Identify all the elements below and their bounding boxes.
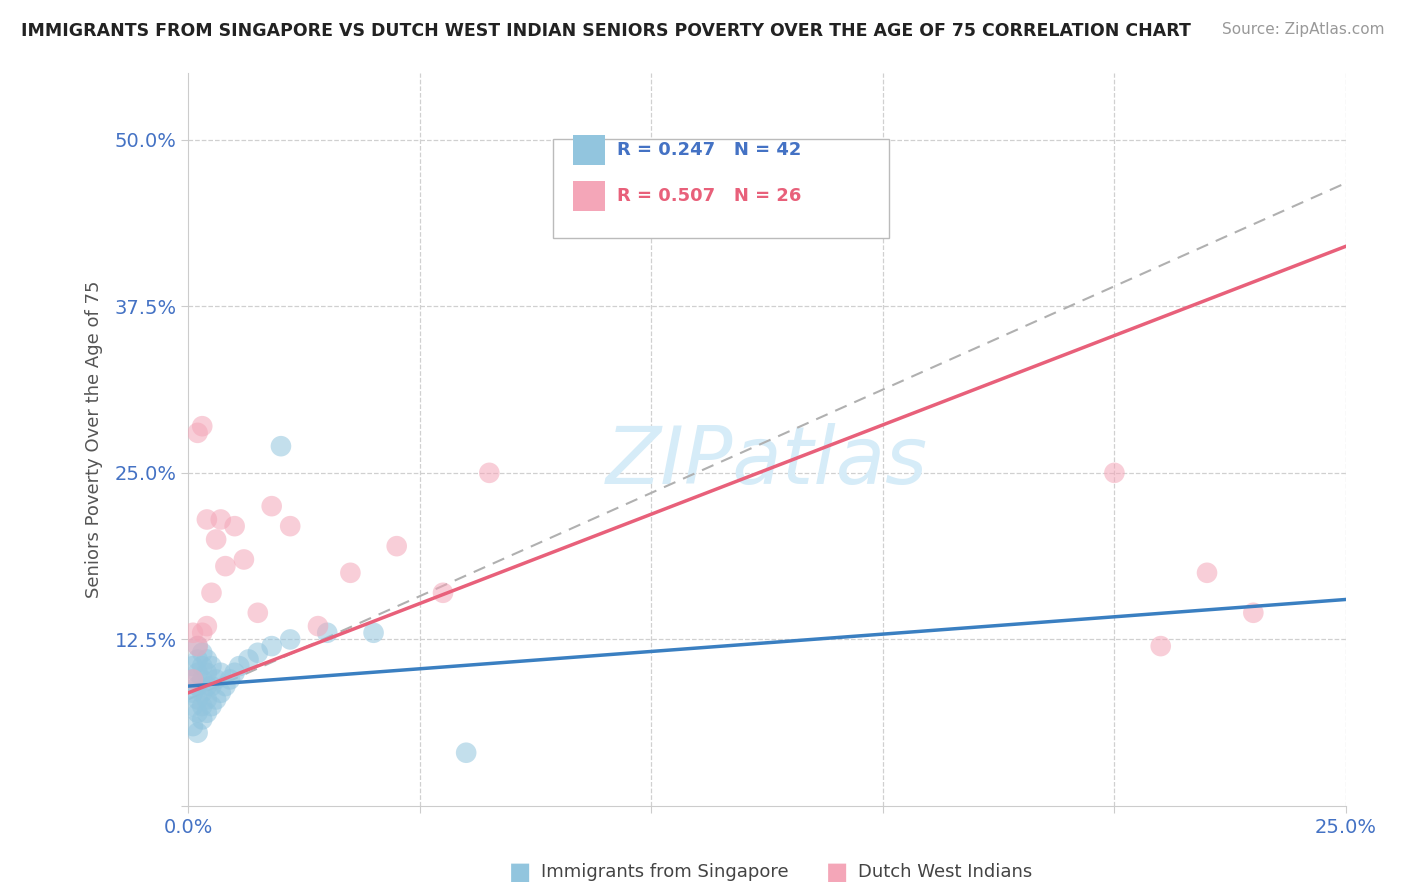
Point bbox=[181, 686, 204, 700]
Point bbox=[181, 673, 204, 687]
Point bbox=[1150, 639, 1173, 653]
Point bbox=[200, 699, 222, 714]
Point bbox=[246, 606, 269, 620]
Point bbox=[232, 552, 254, 566]
FancyBboxPatch shape bbox=[553, 139, 889, 238]
Point bbox=[200, 586, 222, 600]
Point bbox=[205, 533, 228, 547]
Point bbox=[224, 519, 246, 533]
Point bbox=[191, 699, 214, 714]
Point bbox=[191, 686, 214, 700]
Point bbox=[228, 659, 250, 673]
Point bbox=[195, 652, 218, 666]
Text: Immigrants from Singapore: Immigrants from Singapore bbox=[541, 863, 789, 881]
Point bbox=[187, 706, 209, 720]
Point bbox=[191, 625, 214, 640]
Point bbox=[316, 625, 339, 640]
Point bbox=[1104, 466, 1126, 480]
Point bbox=[1241, 606, 1264, 620]
Text: R = 0.507   N = 26: R = 0.507 N = 26 bbox=[617, 187, 801, 205]
Point bbox=[181, 673, 204, 687]
FancyBboxPatch shape bbox=[572, 136, 605, 165]
Point bbox=[195, 706, 218, 720]
Point bbox=[478, 466, 501, 480]
Point bbox=[260, 639, 283, 653]
Point bbox=[191, 673, 214, 687]
Point bbox=[181, 719, 204, 733]
Point bbox=[187, 692, 209, 706]
Point bbox=[195, 665, 218, 680]
Point bbox=[181, 659, 204, 673]
Point bbox=[187, 679, 209, 693]
Point bbox=[432, 586, 454, 600]
Point bbox=[195, 679, 218, 693]
Point bbox=[187, 425, 209, 440]
Point bbox=[456, 746, 478, 760]
Point bbox=[191, 419, 214, 434]
Text: ■: ■ bbox=[509, 861, 531, 884]
Point bbox=[195, 692, 218, 706]
Point bbox=[209, 665, 232, 680]
Point bbox=[209, 512, 232, 526]
Point bbox=[200, 679, 222, 693]
Point bbox=[270, 439, 292, 453]
Text: IMMIGRANTS FROM SINGAPORE VS DUTCH WEST INDIAN SENIORS POVERTY OVER THE AGE OF 7: IMMIGRANTS FROM SINGAPORE VS DUTCH WEST … bbox=[21, 22, 1191, 40]
Point bbox=[246, 646, 269, 660]
Point bbox=[187, 725, 209, 739]
Point bbox=[278, 519, 301, 533]
Text: ZIPatlas: ZIPatlas bbox=[606, 423, 928, 500]
Point bbox=[187, 652, 209, 666]
Point bbox=[214, 559, 236, 574]
Point bbox=[238, 652, 260, 666]
Point bbox=[187, 639, 209, 653]
Point bbox=[195, 619, 218, 633]
Point bbox=[209, 686, 232, 700]
Point bbox=[181, 699, 204, 714]
Point bbox=[205, 673, 228, 687]
Y-axis label: Seniors Poverty Over the Age of 75: Seniors Poverty Over the Age of 75 bbox=[86, 281, 103, 599]
Point bbox=[339, 566, 361, 580]
FancyBboxPatch shape bbox=[572, 181, 605, 211]
Point bbox=[1195, 566, 1218, 580]
Point bbox=[191, 659, 214, 673]
Point bbox=[260, 499, 283, 513]
Text: Source: ZipAtlas.com: Source: ZipAtlas.com bbox=[1222, 22, 1385, 37]
Text: R = 0.247   N = 42: R = 0.247 N = 42 bbox=[617, 141, 801, 159]
Point bbox=[195, 512, 218, 526]
Point bbox=[187, 665, 209, 680]
Point bbox=[181, 625, 204, 640]
Point bbox=[224, 665, 246, 680]
Text: Dutch West Indians: Dutch West Indians bbox=[858, 863, 1032, 881]
Point bbox=[307, 619, 329, 633]
Point bbox=[200, 659, 222, 673]
Point bbox=[219, 673, 242, 687]
Point bbox=[191, 646, 214, 660]
Point bbox=[363, 625, 385, 640]
Point bbox=[187, 639, 209, 653]
Point bbox=[278, 632, 301, 647]
Text: ■: ■ bbox=[825, 861, 848, 884]
Point bbox=[191, 713, 214, 727]
Point bbox=[205, 692, 228, 706]
Point bbox=[385, 539, 408, 553]
Point bbox=[214, 679, 236, 693]
